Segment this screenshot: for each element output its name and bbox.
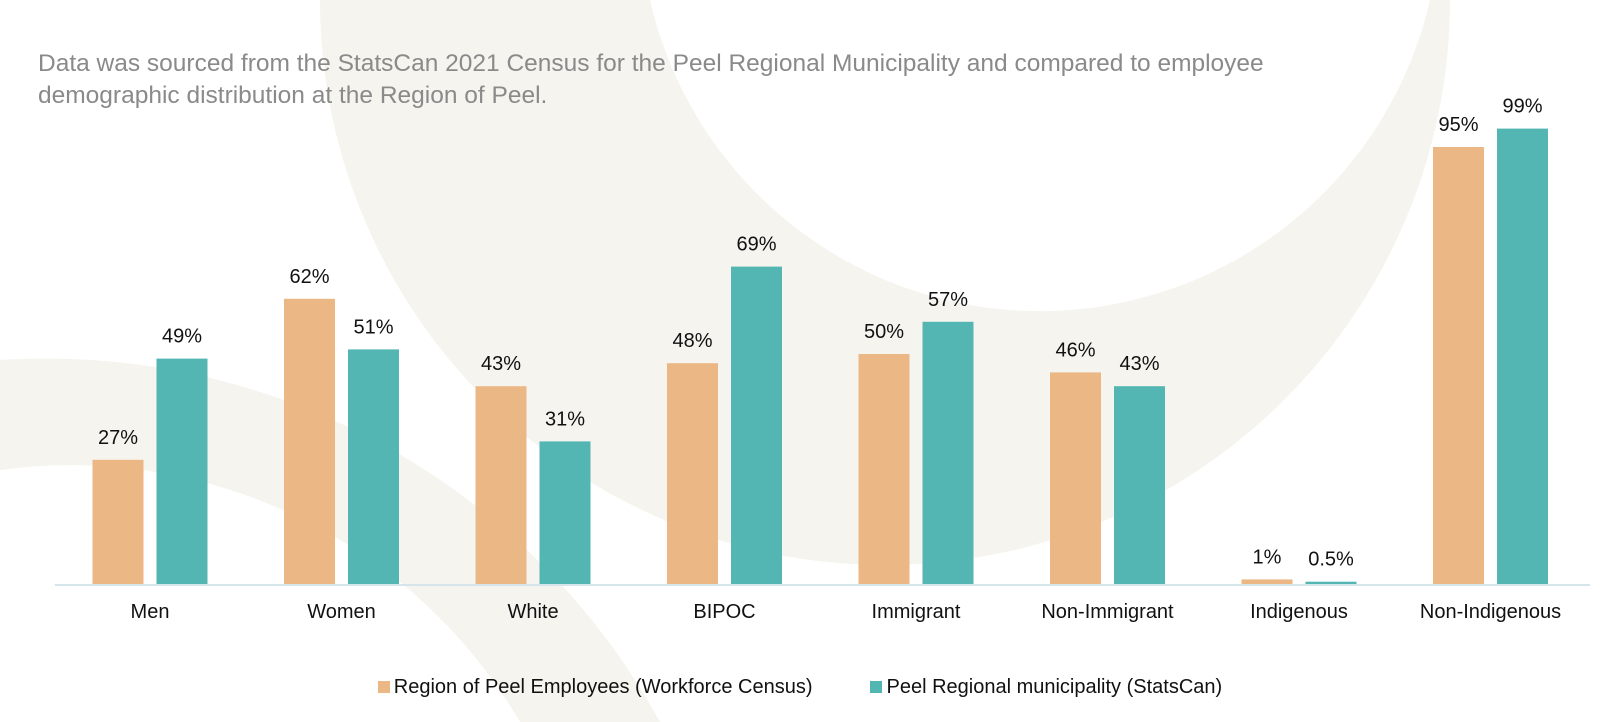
data-label-municipality-non-immigrant: 43% (1119, 353, 1159, 375)
category-label-women: Women (307, 601, 376, 623)
data-label-employees-indigenous: 1% (1253, 546, 1282, 568)
legend: Region of Peel Employees (Workforce Cens… (0, 672, 1600, 702)
bar-employees-women (284, 298, 335, 584)
category-label-bipoc: BIPOC (693, 601, 755, 623)
bar-municipality-non-immigrant (1114, 386, 1165, 584)
bar-municipality-immigrant (922, 321, 974, 584)
bar-municipality-women (348, 349, 399, 584)
legend-swatch-employees (377, 681, 390, 693)
legend-item-employees: Region of Peel Employees (Workforce Cens… (377, 675, 813, 699)
data-label-municipality-men: 49% (162, 326, 202, 348)
bar-municipality-white (539, 441, 591, 584)
legend-swatch-municipality (870, 681, 883, 693)
bar-municipality-men (156, 358, 208, 584)
data-label-municipality-women: 51% (353, 316, 393, 338)
labels-layer: 27% 49% Men 62% 51% Women 43% 31% White 48% 69% BIP… (98, 96, 1561, 623)
bar-employees-indigenous (1241, 579, 1293, 584)
legend-item-municipality: Peel Regional municipality (StatsCan) (870, 676, 1222, 699)
legend-label-municipality: Peel Regional municipality (StatsCan) (886, 675, 1223, 698)
bar-employees-bipoc (667, 363, 718, 584)
category-label-non-indigenous: Non-Indigenous (1420, 601, 1561, 623)
data-label-municipality-indigenous: 0.5% (1308, 549, 1354, 571)
data-label-employees-immigrant: 50% (864, 321, 904, 343)
category-label-white: White (507, 601, 558, 623)
data-label-employees-men: 27% (98, 427, 138, 449)
category-label-indigenous: Indigenous (1250, 601, 1348, 623)
category-label-men: Men (131, 601, 170, 623)
bar-municipality-bipoc (731, 266, 782, 584)
data-label-employees-white: 43% (481, 353, 521, 375)
bar-municipality-indigenous (1305, 581, 1357, 584)
data-label-employees-non-indigenous: 95% (1438, 114, 1478, 136)
data-label-employees-non-immigrant: 46% (1055, 339, 1095, 361)
bar-employees-non-immigrant (1050, 372, 1101, 584)
data-label-municipality-white: 31% (545, 408, 585, 430)
background-arc-top (320, 0, 1450, 565)
category-label-non-immigrant: Non-Immigrant (1041, 601, 1174, 623)
bars-layer (92, 128, 1548, 584)
bar-employees-men (92, 459, 144, 584)
bar-municipality-non-indigenous (1497, 128, 1548, 584)
chart-description: Data was sourced from the StatsCan 2021 … (38, 50, 1264, 109)
category-label-immigrant: Immigrant (872, 601, 961, 623)
bar-employees-white (475, 386, 527, 584)
data-label-municipality-bipoc: 69% (736, 234, 776, 256)
data-label-employees-bipoc: 48% (672, 330, 712, 352)
legend-label-employees: Region of Peel Employees (Workforce Cens… (393, 675, 813, 698)
data-label-employees-women: 62% (289, 266, 329, 288)
bar-employees-non-indigenous (1433, 147, 1484, 584)
data-label-municipality-non-indigenous: 99% (1502, 96, 1542, 118)
data-label-municipality-immigrant: 57% (928, 289, 968, 311)
bar-employees-immigrant (858, 354, 910, 584)
